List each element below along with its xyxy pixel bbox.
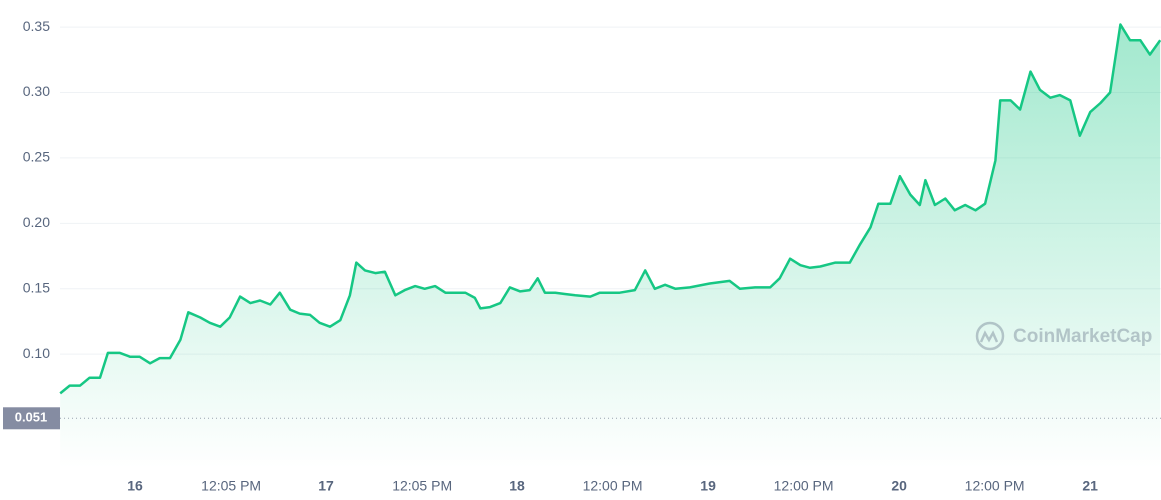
- watermark: CoinMarketCap: [975, 321, 1152, 351]
- y-tick-label: 0.30: [23, 83, 50, 99]
- y-tick-label: 0.25: [23, 149, 50, 165]
- y-tick-label: 0.15: [23, 279, 50, 295]
- y-tick-label: 0.35: [23, 18, 50, 34]
- x-tick-label: 20: [891, 478, 907, 494]
- watermark-text: CoinMarketCap: [1013, 326, 1152, 347]
- x-tick-label: 19: [700, 478, 716, 494]
- watermark-logo-mark: [979, 330, 999, 343]
- reference-label-box: [3, 407, 60, 430]
- x-tick-label: 12:00 PM: [583, 478, 643, 494]
- axes: 0.10 0.15 0.20 0.25 0.30 0.35 16 12:05 PM 17 12:0…: [3, 18, 1161, 494]
- watermark-logo: [975, 321, 1005, 351]
- x-tick-label: 18: [509, 478, 525, 494]
- reference-label: 0.051: [15, 410, 48, 425]
- x-tick-label: 16: [127, 478, 143, 494]
- y-tick-label: 0.10: [23, 345, 50, 361]
- x-tick-label: 12:05 PM: [392, 478, 452, 494]
- x-tick-label: 21: [1082, 478, 1098, 494]
- x-tick-label: 12:00 PM: [774, 478, 834, 494]
- x-tick-label: 17: [318, 478, 334, 494]
- area: [60, 24, 1161, 468]
- y-tick-label: 0.20: [23, 214, 50, 230]
- price-line: [59, 23, 1161, 395]
- x-tick-label: 12:05 PM: [201, 478, 261, 494]
- plot: [59, 23, 1161, 468]
- x-tick-label: 12:00 PM: [965, 478, 1025, 494]
